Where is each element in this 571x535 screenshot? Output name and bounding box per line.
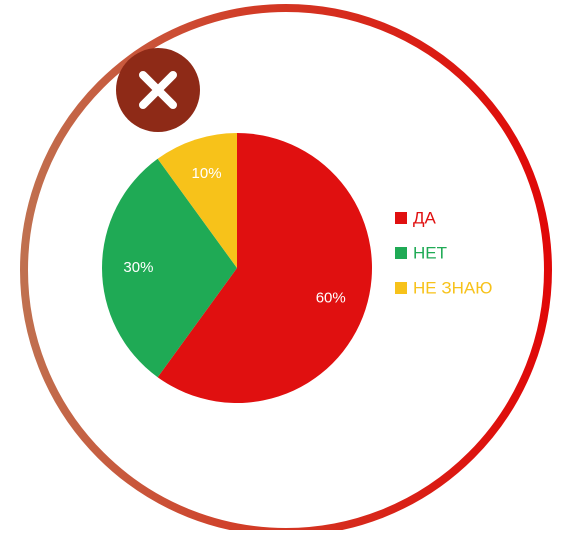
close-icon xyxy=(139,71,177,109)
pie-slice xyxy=(157,133,373,403)
legend: ДА НЕТ НЕ ЗНАЮ xyxy=(395,208,492,297)
legend-label: ДА xyxy=(413,208,437,227)
legend-swatch xyxy=(395,212,407,224)
slice-label: 30% xyxy=(123,259,153,276)
legend-swatch xyxy=(395,247,407,259)
pie-slice xyxy=(157,133,237,268)
close-button[interactable] xyxy=(116,48,200,132)
pie-slice xyxy=(101,158,237,378)
legend-label: НЕТ xyxy=(413,243,447,262)
legend-label: НЕ ЗНАЮ xyxy=(413,278,492,297)
slice-label: 60% xyxy=(316,289,346,306)
slice-label: 10% xyxy=(192,165,222,182)
pie: 60% 30% 10% xyxy=(101,133,373,403)
legend-swatch xyxy=(395,282,407,294)
